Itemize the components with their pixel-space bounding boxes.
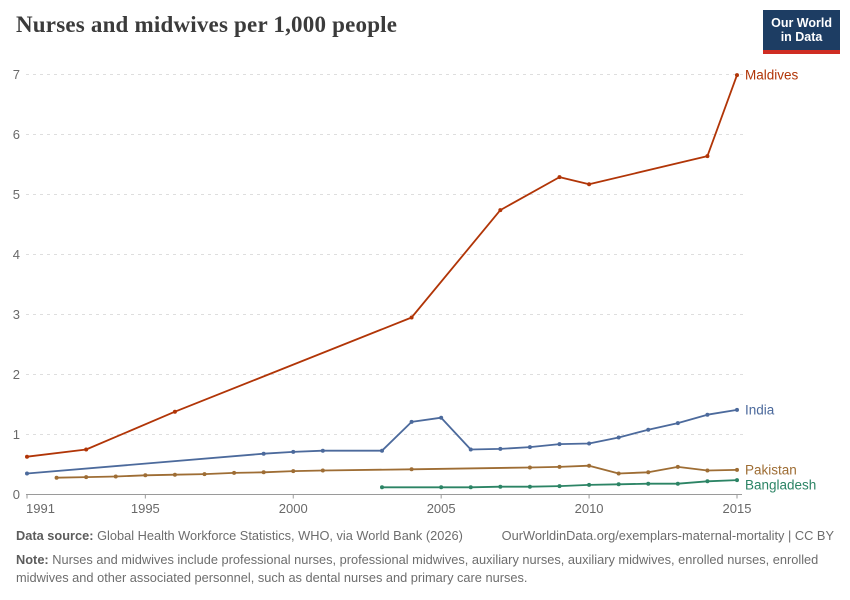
series-point-india [25,471,29,476]
series-point-india [616,435,621,440]
series-point-india [261,451,266,456]
y-tick-label: 4 [13,247,20,262]
y-tick-label: 5 [13,187,20,202]
series-point-india [587,441,592,446]
series-point-india [409,419,414,424]
owid-logo-line2: in Data [780,30,823,45]
series-point-pakistan [735,467,739,472]
series-point-pakistan [232,470,237,475]
series-point-pakistan [587,463,592,468]
series-point-bangladesh [587,482,592,487]
x-tick-label: 1991 [26,501,55,516]
series-point-bangladesh [498,484,503,489]
series-point-bangladesh [675,481,680,486]
series-point-india [320,448,325,453]
series-point-bangladesh [646,481,651,486]
x-tick-label: 2000 [279,501,308,516]
line-chart: 0 1 2 3 4 5 6 7 1991 1995 2000 2005 2010 2015 Maldives… [13,67,817,516]
series-point-pakistan [202,472,207,477]
series-point-bangladesh [439,485,444,490]
series-point-pakistan [557,464,562,469]
series-label-pakistan[interactable]: Pakistan [745,462,797,477]
series-point-bangladesh [705,479,710,484]
footer-links: OurWorldinData.org/exemplars-maternal-mo… [502,528,834,543]
series-point-india [439,415,444,420]
note-label: Note: [16,552,49,567]
series-point-pakistan [113,474,118,479]
series-point-pakistan [527,465,532,470]
series-point-india [291,449,296,454]
series-point-pakistan [409,467,414,472]
license-link[interactable]: CC BY [794,528,834,543]
series-label-maldives[interactable]: Maldives [745,68,799,83]
series-point-india [527,445,532,450]
datasource-text: Data source: Global Health Workforce Sta… [16,528,463,543]
series-point-india [380,448,384,453]
y-tick-label: 3 [13,307,20,322]
series-point-pakistan [84,475,89,480]
series-point-india [498,446,503,451]
series-line-pakistan[interactable] [55,464,738,479]
owid-logo[interactable]: Our World in Data [763,10,840,54]
series-point-pakistan [705,468,710,473]
series-point-bangladesh [527,484,532,489]
owid-logo-line1: Our World [771,16,832,30]
series-label-bangladesh[interactable]: Bangladesh [745,478,816,493]
y-tick-label: 1 [13,427,20,442]
series-point-bangladesh [616,482,621,487]
note-text: Note: Nurses and midwives include profes… [16,552,819,585]
series-point-maldives [409,315,414,320]
x-tick-label: 1995 [131,501,160,516]
series-point-pakistan [291,469,296,474]
page-title: Nurses and midwives per 1,000 people [16,12,398,37]
series-point-bangladesh [735,478,739,483]
series-point-india [675,421,680,426]
series-point-maldives [498,208,503,213]
series-point-maldives [587,182,592,187]
footer-separator: | [784,528,795,543]
series-point-pakistan [320,468,325,473]
series-line-bangladesh[interactable] [381,479,738,489]
datasource-row: Data source: Global Health Workforce Sta… [16,528,834,543]
series-point-bangladesh [380,485,384,490]
series-line-maldives[interactable] [26,74,738,458]
y-tick-label: 2 [13,367,20,382]
series-point-pakistan [646,470,651,475]
series-line-india[interactable] [26,408,738,475]
series-point-maldives [84,447,89,452]
series-point-pakistan [675,464,680,469]
y-tick-label: 6 [13,127,20,142]
chart-footer: Data source: Global Health Workforce Sta… [16,528,834,587]
series-point-maldives [25,454,29,459]
series-point-pakistan [54,475,59,480]
x-tick-label: 2005 [427,501,456,516]
x-tick-label: 2010 [575,501,604,516]
series-point-bangladesh [468,485,473,490]
series-point-bangladesh [557,484,562,489]
datasource-label: Data source: [16,528,94,543]
y-tick-label: 0 [13,487,20,502]
series-point-pakistan [172,472,177,477]
y-tick-label: 7 [13,67,20,82]
series-point-maldives [735,73,739,78]
series-point-maldives [705,154,710,159]
series-point-india [705,412,710,417]
owid-url-link[interactable]: OurWorldinData.org/exemplars-maternal-mo… [501,528,785,543]
series-point-maldives [172,409,177,414]
series-point-india [557,442,562,447]
series-point-india [735,407,739,412]
series-label-india[interactable]: India [745,402,775,417]
series-point-india [468,447,473,452]
series-point-india [646,427,651,432]
series-point-pakistan [143,473,148,478]
x-tick-label: 2015 [723,501,752,516]
series-point-maldives [557,175,562,180]
series-point-pakistan [616,471,621,476]
series-point-pakistan [261,470,266,475]
